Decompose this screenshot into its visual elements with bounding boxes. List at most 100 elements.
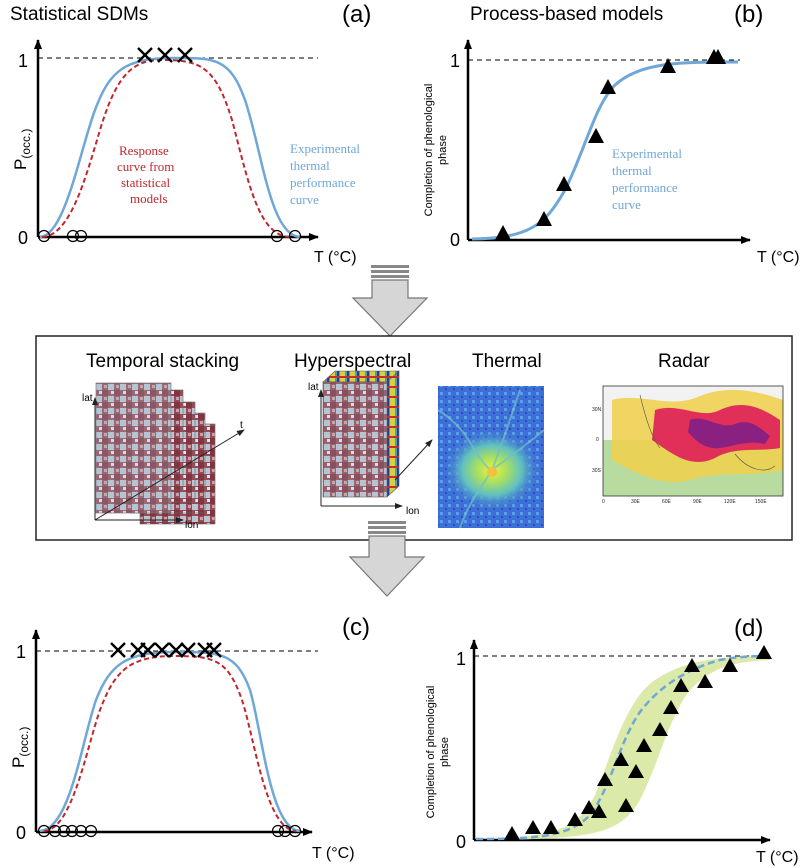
observation-marker bbox=[710, 49, 726, 64]
panel-c: (c) 1 0 P(occ.) T (°C) bbox=[9, 614, 370, 862]
panel-a-y-tick-0: 0 bbox=[18, 228, 28, 248]
radar-lon-tick-150e: 150E bbox=[755, 499, 767, 505]
observation-marker bbox=[618, 798, 634, 812]
panel-c-y-tick-1: 1 bbox=[16, 642, 26, 662]
panel-c-y-label-sub: (occ.) bbox=[17, 727, 31, 757]
observation-marker bbox=[543, 820, 559, 834]
observation-marker bbox=[504, 826, 520, 840]
absence-marker bbox=[270, 229, 284, 243]
panel-a-blue-label-line-4: curve bbox=[290, 192, 319, 207]
panel-d-y-label: Completion of phenological phase bbox=[425, 686, 451, 819]
panel-b-y-tick-0: 0 bbox=[450, 230, 460, 250]
presence-marker bbox=[110, 642, 126, 658]
thermal-title: Thermal bbox=[472, 351, 542, 372]
absence-marker bbox=[74, 824, 88, 838]
absence-marker bbox=[84, 824, 98, 838]
observation-marker bbox=[628, 764, 644, 778]
presence-marker bbox=[206, 642, 222, 658]
radar-title: Radar bbox=[658, 351, 710, 372]
panel-b-letter: (b) bbox=[734, 1, 763, 28]
panel-b-blue-label-line-1: Experimental bbox=[612, 146, 682, 161]
panel-a-red-label: Response curve from statistical models bbox=[117, 143, 174, 206]
panel-d-letter: (d) bbox=[734, 615, 763, 642]
observation-marker bbox=[652, 722, 668, 736]
hyper-lon-label: lon bbox=[406, 506, 419, 517]
panel-a-red-label-line-3: statistical bbox=[121, 175, 170, 190]
hyper-spectrum-axis bbox=[394, 439, 433, 481]
presence-marker bbox=[154, 642, 170, 658]
svg-text:P(occ.): P(occ.) bbox=[11, 129, 33, 170]
observation-marker bbox=[663, 700, 679, 714]
observation-marker bbox=[588, 128, 604, 143]
temporal-lon-label: lon bbox=[185, 520, 198, 531]
panel-a-red-label-line-1: Response bbox=[119, 143, 169, 158]
temporal-lat-label: lat bbox=[82, 393, 93, 404]
remote-sensing-box: Temporal stacking Hyperspectral Thermal … bbox=[35, 335, 793, 541]
observation-marker bbox=[673, 678, 689, 692]
observation-marker bbox=[591, 804, 607, 818]
panel-b-blue-label-line-4: curve bbox=[612, 197, 641, 212]
temporal-stack-image: lat lon t bbox=[82, 382, 245, 531]
observation-marker bbox=[756, 645, 772, 659]
flow-arrow-top bbox=[351, 265, 429, 337]
presence-marker bbox=[180, 642, 196, 658]
panel-b-y-label-line-2: phase bbox=[437, 135, 449, 165]
thermal-image bbox=[437, 386, 545, 529]
radar-lat-tick-30n: 30N bbox=[592, 407, 602, 413]
panel-a-y-tick-1: 1 bbox=[18, 51, 28, 71]
absence-marker bbox=[278, 824, 292, 838]
panel-b-y-label-line-1: Completion of phenological bbox=[423, 84, 435, 217]
observation-marker bbox=[613, 752, 629, 766]
absence-marker bbox=[48, 824, 62, 838]
radar-map-image: 30N 0 30S 0 30E 60E 90E 120E 150E bbox=[592, 385, 784, 505]
panel-d-y-label-line-1: Completion of phenological bbox=[425, 686, 437, 819]
panel-a-red-label-line-2: curve from bbox=[117, 159, 174, 174]
panel-d-y-tick-0: 0 bbox=[456, 832, 466, 852]
panel-b-y-label: Completion of phenological phase bbox=[423, 84, 449, 217]
panel-d: (d) 1 0 Completion of phenological phase… bbox=[425, 615, 799, 866]
panel-b-x-label: T (°C) bbox=[757, 249, 800, 266]
absence-marker bbox=[57, 824, 71, 838]
observation-marker bbox=[556, 176, 572, 191]
absence-marker bbox=[288, 229, 302, 243]
panel-c-thermal-curve bbox=[39, 650, 301, 833]
observation-marker bbox=[660, 58, 676, 73]
presence-marker bbox=[177, 47, 193, 63]
temporal-title: Temporal stacking bbox=[86, 351, 239, 372]
absence-marker bbox=[271, 824, 285, 838]
absence-marker bbox=[37, 229, 51, 243]
observation-marker bbox=[600, 79, 616, 94]
temporal-t-label: t bbox=[240, 420, 243, 431]
radar-lon-tick-30e: 30E bbox=[631, 499, 641, 505]
absence-marker bbox=[65, 824, 79, 838]
radar-lat-tick-30s: 30S bbox=[592, 468, 602, 474]
observation-marker bbox=[684, 658, 700, 672]
panel-c-letter: (c) bbox=[342, 614, 370, 641]
panel-a-presence-markers bbox=[137, 47, 193, 63]
hyperspectral-title: Hyperspectral bbox=[294, 351, 411, 372]
presence-marker bbox=[157, 47, 173, 63]
radar-lon-tick-60e: 60E bbox=[662, 499, 672, 505]
panel-a-absence-markers bbox=[37, 229, 302, 243]
panel-d-y-label-line-2: phase bbox=[439, 737, 451, 767]
absence-marker bbox=[74, 229, 88, 243]
observation-marker bbox=[567, 812, 583, 826]
svg-text:P(occ.): P(occ.) bbox=[9, 727, 31, 768]
presence-marker bbox=[137, 47, 153, 63]
observation-marker bbox=[697, 674, 713, 688]
panel-a-y-label-main: P bbox=[11, 159, 30, 170]
observation-marker bbox=[536, 211, 552, 226]
panel-a-red-label-line-4: models bbox=[130, 191, 168, 206]
radar-lon-tick-0: 0 bbox=[602, 499, 605, 505]
panel-b-blue-label: Experimental thermal performance curve bbox=[612, 146, 682, 212]
panel-c-y-tick-0: 0 bbox=[16, 823, 26, 843]
panel-d-y-tick-1: 1 bbox=[456, 649, 466, 669]
observation-marker bbox=[495, 225, 511, 240]
panel-a-y-label: P(occ.) bbox=[11, 129, 33, 170]
panel-a-blue-label-line-1: Experimental bbox=[290, 141, 360, 156]
observation-marker bbox=[581, 800, 597, 814]
panel-d-uncertainty-band bbox=[500, 656, 770, 840]
panel-c-response-curve bbox=[43, 654, 297, 832]
flow-arrow-bottom bbox=[348, 521, 426, 597]
